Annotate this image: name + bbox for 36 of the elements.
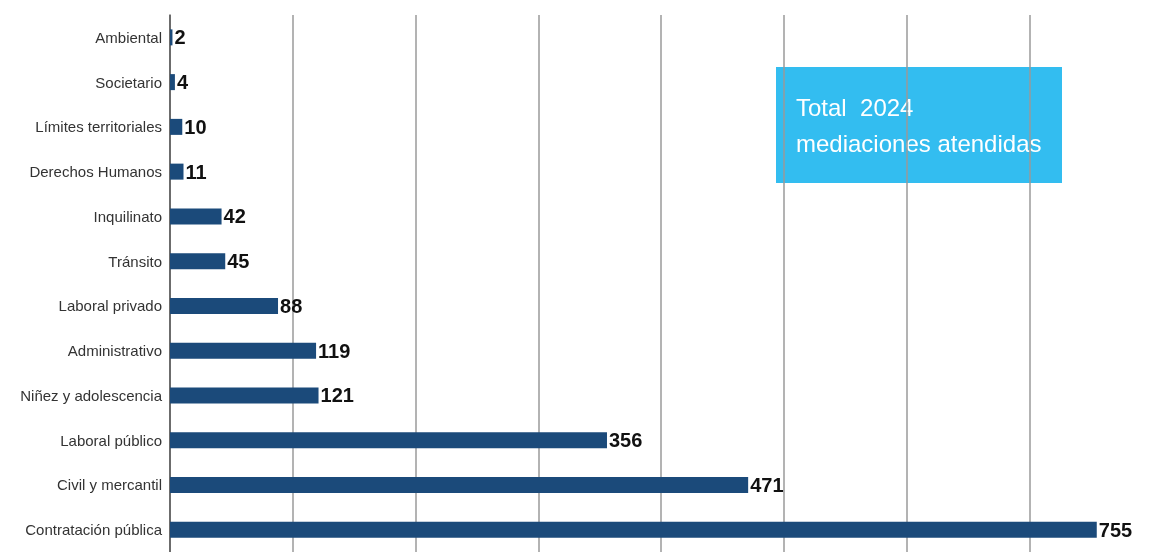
bar	[170, 253, 226, 270]
y-tick-label: Inquilinato	[93, 207, 162, 225]
bar	[170, 163, 184, 180]
y-tick-label: Ambiental	[95, 28, 162, 46]
bar	[170, 387, 319, 404]
data-label: 121	[320, 384, 354, 407]
data-label: 119	[318, 339, 351, 362]
data-label: 10	[184, 115, 207, 138]
y-tick-label: Societario	[95, 73, 162, 91]
data-label: 356	[608, 429, 643, 452]
y-tick-label: Derechos Humanos	[29, 163, 162, 181]
y-tick-label: Niñez y adolescencia	[20, 386, 163, 404]
y-tick-label: Laboral privado	[58, 297, 162, 315]
data-label: 2	[174, 26, 186, 49]
data-label: 471	[750, 473, 784, 496]
data-label: 42	[223, 205, 246, 228]
data-label: 45	[227, 250, 250, 273]
bar	[170, 208, 222, 225]
annotation: Total 2024 mediaciones atendidas	[796, 93, 1042, 157]
data-label: 11	[185, 160, 207, 183]
data-label: 755	[1098, 518, 1133, 541]
data-label: 4	[176, 71, 189, 94]
y-tick-label: Civil y mercantil	[56, 476, 162, 494]
data-label: 88	[280, 294, 303, 317]
bar	[170, 342, 317, 359]
bar	[170, 297, 279, 314]
bar	[170, 476, 749, 493]
y-tick-label: Límites territoriales	[35, 118, 162, 136]
bar	[170, 521, 1097, 538]
bar	[170, 74, 175, 91]
y-tick-label: Tránsito	[108, 252, 162, 270]
bar	[170, 432, 607, 449]
y-tick-label: Contratación pública	[25, 521, 163, 539]
y-tick-label: Administrativo	[67, 342, 162, 360]
y-tick-label: Laboral público	[60, 431, 162, 449]
bar	[170, 118, 183, 135]
